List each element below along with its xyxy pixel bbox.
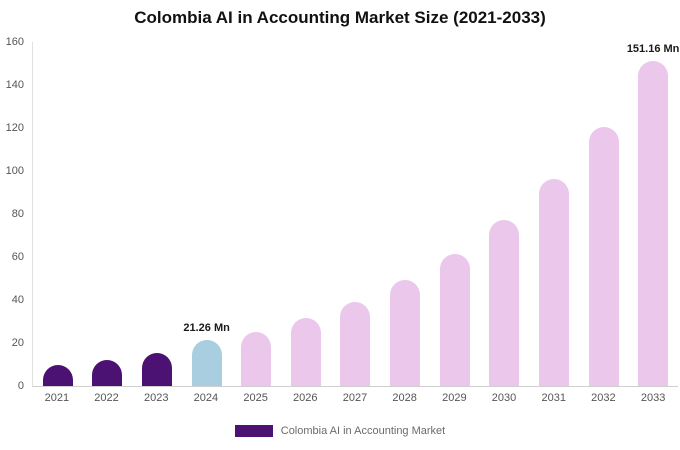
x-tick-label: 2022	[94, 392, 119, 404]
legend: Colombia AI in Accounting Market	[0, 425, 680, 437]
bar-slot	[380, 42, 430, 386]
bar-slot: 151.16 Mn	[626, 42, 680, 386]
bar-2024	[191, 340, 222, 386]
x-tick-label: 2028	[392, 392, 417, 404]
legend-label: Colombia AI in Accounting Market	[280, 425, 446, 437]
bar-2033	[638, 61, 669, 386]
x-tick-label: 2027	[342, 392, 368, 404]
y-tick-label: 40	[11, 294, 24, 306]
x-tick-label: 2031	[541, 392, 566, 404]
bar-slot	[281, 42, 331, 386]
y-tick-label: 20	[11, 337, 24, 349]
bar-value-label: 151.16 Mn	[626, 43, 680, 55]
chart-title: Colombia AI in Accounting Market Size (2…	[134, 8, 546, 27]
y-tick-label: 120	[5, 122, 24, 134]
x-tick-label: 2026	[293, 392, 318, 404]
legend-swatch	[234, 425, 273, 437]
bar-slot	[529, 42, 579, 386]
bar-slot: 21.26 Mn	[182, 42, 232, 386]
y-axis: 0 20 40 60 80 100 120 140 160	[0, 36, 26, 392]
bar-2021	[42, 365, 73, 386]
bar-slot	[83, 42, 133, 386]
x-tick-label: 2025	[243, 392, 268, 404]
y-tick-label: 140	[5, 79, 24, 91]
plot-area: 21.26 Mn 151.16 Mn	[32, 42, 680, 387]
y-tick-label: 100	[5, 165, 24, 177]
y-tick-label: 0	[17, 380, 24, 392]
bar-value-label: 21.26 Mn	[183, 322, 230, 334]
bar-slot	[331, 42, 381, 386]
x-tick-label: 2024	[193, 392, 219, 404]
bar-2030	[489, 220, 520, 386]
x-tick-label: 2029	[442, 392, 467, 404]
bar-slot	[132, 42, 182, 386]
y-tick-label: 160	[5, 36, 24, 48]
bar-2023	[142, 353, 173, 386]
y-tick-label: 80	[11, 208, 24, 220]
bar-2028	[390, 280, 421, 386]
bar-slot	[430, 42, 480, 386]
bar-slot	[33, 42, 83, 386]
bar-2029	[439, 254, 470, 386]
x-axis-labels: 2021 2022 2023 2024 2025 2026 2027 2028 2029 2030…	[32, 392, 678, 404]
bar-2025	[241, 332, 272, 386]
x-tick-label: 2023	[143, 392, 169, 404]
y-tick-label: 60	[11, 251, 24, 263]
bar-slot	[579, 42, 629, 386]
bar-2022	[92, 360, 123, 386]
bar-2031	[538, 179, 569, 386]
bar-2032	[588, 127, 619, 386]
bar-2027	[340, 302, 371, 386]
bar-2026	[290, 318, 321, 386]
x-tick-label: 2030	[491, 392, 517, 404]
x-tick-label: 2021	[44, 392, 70, 404]
bar-slot	[479, 42, 529, 386]
x-tick-label: 2033	[640, 392, 666, 404]
bar-slot	[231, 42, 281, 386]
x-tick-label: 2032	[591, 392, 616, 404]
